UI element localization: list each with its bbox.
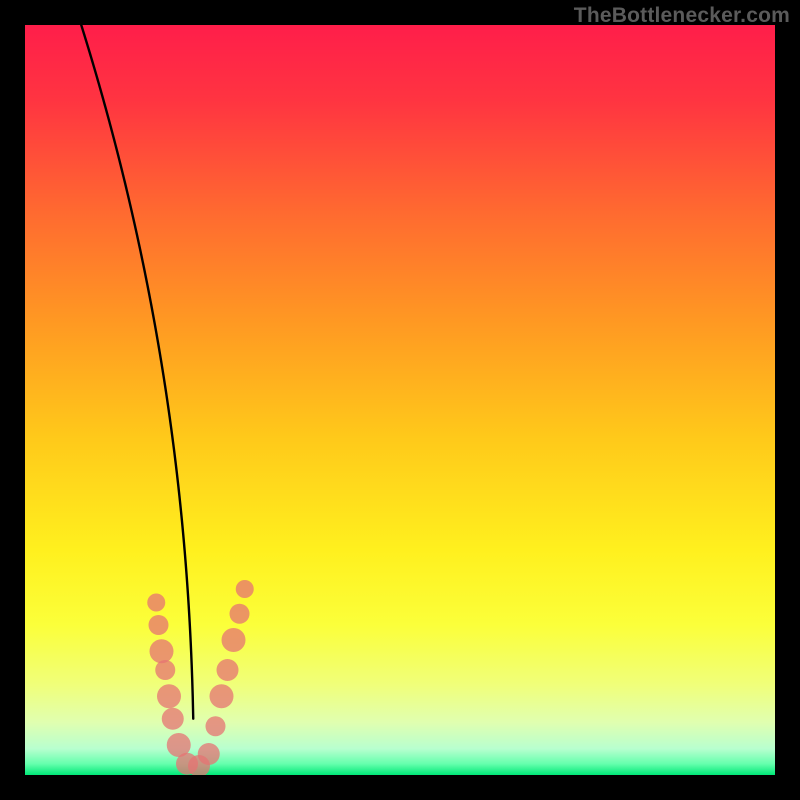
data-marker [230, 604, 250, 624]
data-marker [217, 659, 239, 681]
chart-frame: TheBottlenecker.com [0, 0, 800, 800]
data-marker [147, 594, 165, 612]
watermark-text: TheBottlenecker.com [574, 4, 790, 28]
data-marker [149, 615, 169, 635]
data-marker [162, 708, 184, 730]
plot-area [25, 25, 775, 775]
data-marker [155, 660, 175, 680]
data-marker [150, 639, 174, 663]
plot-svg [25, 25, 775, 775]
gradient-background [25, 25, 775, 775]
data-marker [210, 684, 234, 708]
data-marker [236, 580, 254, 598]
data-marker [206, 716, 226, 736]
data-marker [157, 684, 181, 708]
data-marker [198, 743, 220, 765]
data-marker [222, 628, 246, 652]
